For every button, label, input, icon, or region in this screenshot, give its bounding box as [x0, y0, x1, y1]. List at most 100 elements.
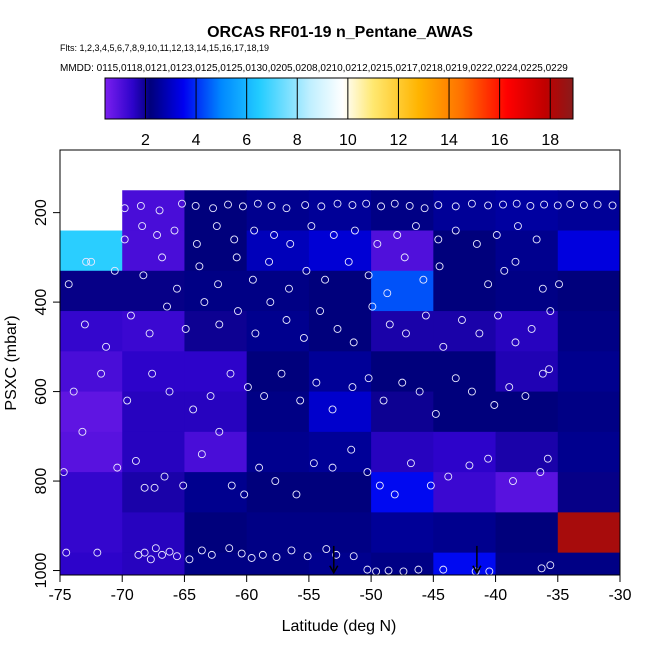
heatmap-cell	[246, 351, 310, 393]
sample-point	[426, 481, 435, 490]
colorbar-tick-label: 6	[242, 132, 251, 149]
sample-point	[349, 338, 358, 347]
colorbar: 2 4 6 8 10 12 14 16 18	[104, 77, 574, 149]
y-tick-label: 800	[33, 468, 50, 495]
sample-point	[435, 262, 444, 271]
sample-point	[113, 463, 122, 472]
sample-point	[209, 204, 218, 213]
sample-point	[237, 549, 246, 558]
heatmap-cell	[122, 431, 185, 473]
sample-point	[302, 266, 311, 275]
sample-point	[385, 320, 394, 329]
heatmap-cell	[122, 552, 185, 576]
colorbar-tick-label: 2	[141, 132, 150, 149]
heatmap-cell	[246, 270, 310, 312]
sample-point	[215, 320, 224, 329]
sample-point	[328, 405, 337, 414]
heatmap-cell	[433, 391, 497, 433]
sample-point	[138, 222, 147, 231]
sample-point	[434, 235, 443, 244]
sample-point	[390, 490, 399, 499]
heatmap-cell	[557, 311, 621, 352]
heatmap-cell	[433, 431, 497, 473]
sample-point	[400, 253, 409, 262]
sample-point	[253, 199, 262, 208]
sample-point	[240, 490, 249, 499]
sample-point	[500, 266, 509, 275]
sample-point	[212, 222, 221, 231]
sample-point	[120, 204, 129, 213]
sample-point	[247, 554, 256, 562]
sample-point	[398, 378, 407, 387]
heatmap-cell	[433, 270, 497, 312]
sample-point	[64, 280, 73, 289]
sample-point	[243, 383, 252, 392]
sample-point	[475, 329, 484, 338]
sample-point	[200, 298, 209, 307]
sample-point	[197, 546, 206, 555]
sample-point	[540, 200, 549, 209]
heatmap-cell	[433, 552, 497, 576]
sample-point	[499, 200, 507, 209]
heatmap-cell	[495, 391, 559, 433]
sample-point	[526, 201, 535, 210]
sample-point	[151, 544, 160, 553]
heatmap-cell	[184, 391, 248, 433]
heatmap-cell	[495, 230, 559, 272]
sample-point	[131, 456, 140, 465]
sample-point	[287, 546, 296, 555]
flights-subtitle: Flts: 1,2,3,4,5,6,7,8,9,10,11,12,13,14,1…	[60, 43, 269, 53]
sample-point	[439, 342, 448, 351]
sample-point	[484, 201, 493, 210]
heatmap-cell	[60, 351, 123, 393]
heatmap-cell	[308, 472, 372, 513]
heatmap-cell	[122, 512, 185, 554]
sample-point	[277, 369, 286, 378]
arrow-head	[329, 565, 339, 575]
sample-point	[390, 199, 399, 208]
x-axis-label: Latitude (deg N)	[282, 618, 397, 635]
sample-point	[195, 262, 204, 271]
sample-point	[444, 472, 453, 481]
heatmap-cell	[60, 270, 123, 312]
heatmap-cell	[122, 270, 185, 312]
sample-point	[505, 383, 514, 392]
sample-point	[266, 298, 275, 307]
sample-point	[232, 253, 241, 262]
heatmap-cell	[60, 311, 123, 352]
sample-point	[93, 548, 102, 557]
x-tick-label: -40	[484, 587, 507, 604]
sample-point	[593, 200, 602, 209]
sample-point	[514, 222, 522, 231]
sample-point	[165, 387, 174, 396]
sample-point	[434, 201, 443, 209]
sample-point	[521, 392, 530, 401]
sample-point	[150, 483, 159, 492]
sample-point	[296, 396, 305, 405]
sample-point	[301, 201, 310, 209]
sample-points	[59, 199, 617, 576]
heatmap-cell	[495, 311, 559, 352]
sample-point	[451, 202, 460, 211]
sample-point	[145, 329, 154, 338]
sample-point	[421, 311, 430, 320]
sample-point	[139, 271, 148, 280]
sample-point	[451, 374, 460, 383]
sample-point	[362, 199, 371, 208]
sample-point	[333, 324, 342, 333]
plot-frame	[59, 149, 621, 576]
heatmap-cell	[60, 552, 123, 576]
heatmap-cell	[184, 230, 248, 272]
sample-point	[383, 289, 392, 298]
sample-point	[148, 369, 157, 378]
sample-point	[375, 481, 384, 490]
y-tick-label: 400	[33, 289, 50, 316]
sample-point	[250, 226, 259, 235]
sample-point	[509, 477, 517, 486]
sample-point	[317, 202, 326, 211]
y-tick-label: 600	[33, 378, 50, 405]
sample-point	[160, 472, 169, 481]
sample-point	[158, 253, 166, 262]
heatmap-cell	[122, 230, 185, 272]
sample-point	[230, 235, 239, 244]
